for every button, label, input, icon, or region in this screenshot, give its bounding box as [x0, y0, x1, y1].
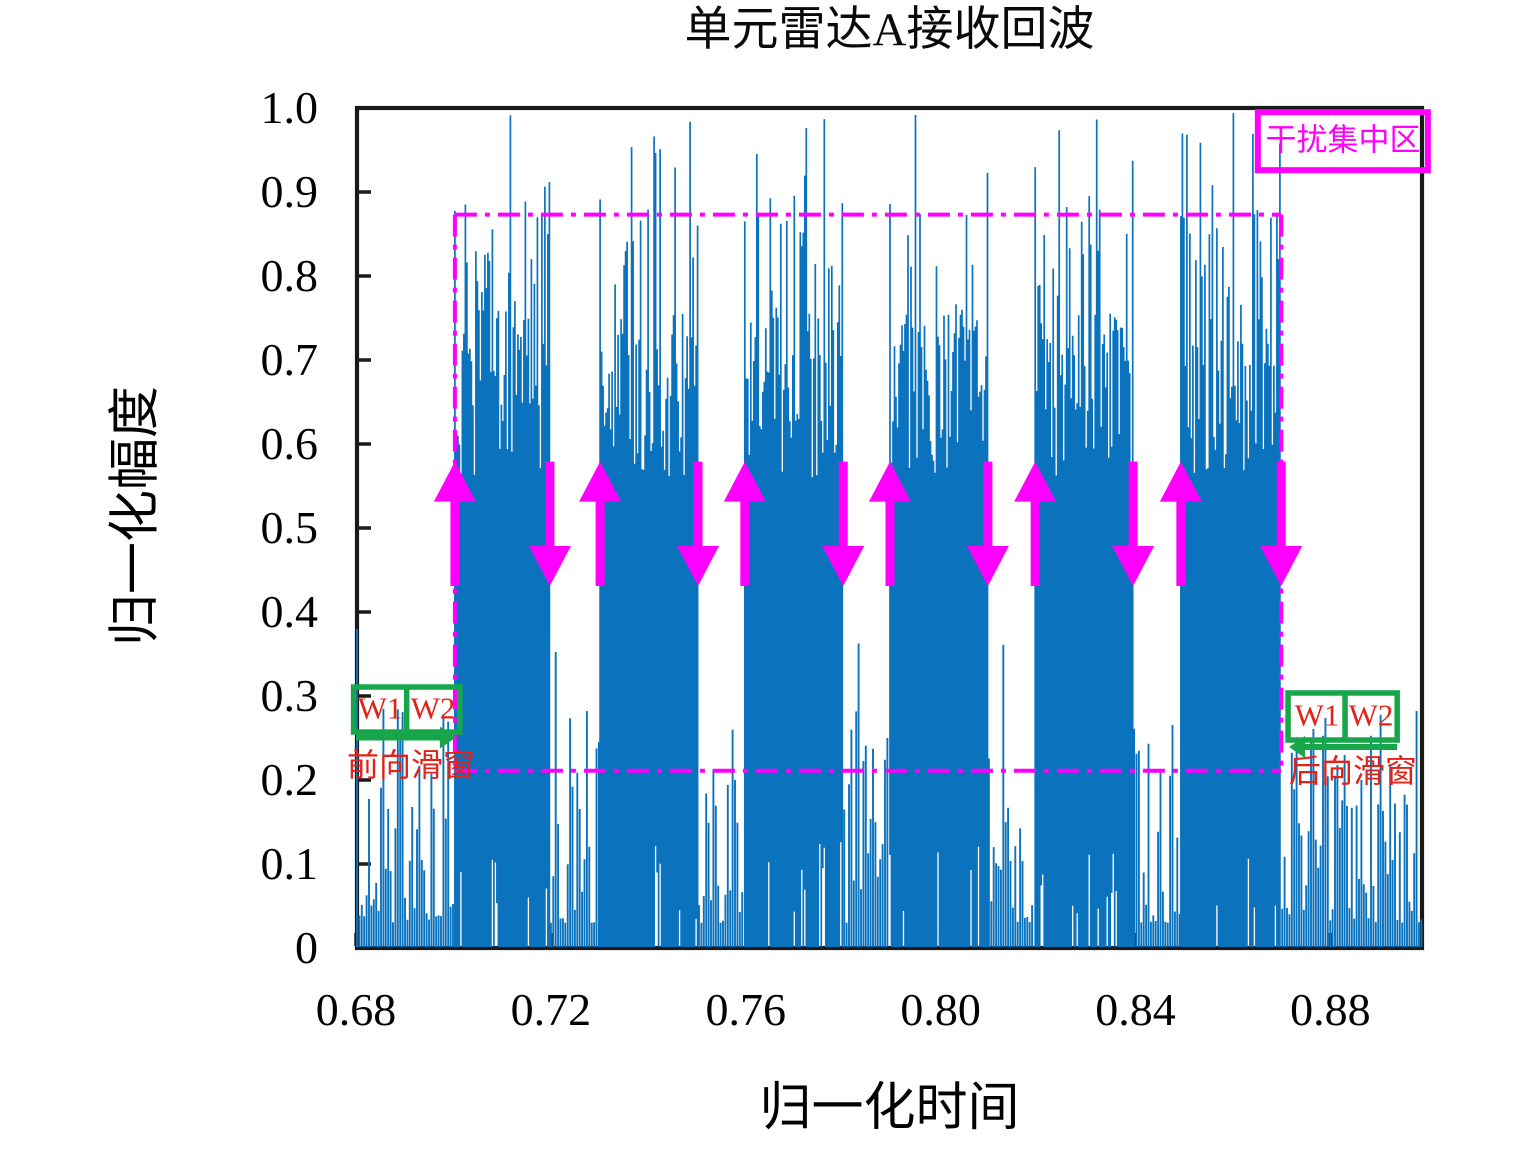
left-arrow-icon: [1289, 735, 1306, 758]
down-arrow-icon: [1112, 545, 1155, 586]
backward-window-w1-label: W1: [1294, 697, 1340, 733]
forward-sliding-window-label: 前向滑窗: [346, 747, 476, 784]
forward-window-w2-label: W2: [410, 690, 456, 726]
y-tick-label: 0.9: [260, 166, 319, 217]
down-arrow-icon: [1260, 545, 1303, 586]
x-tick-label: 0.84: [1095, 984, 1176, 1035]
y-tick-label: 1.0: [260, 82, 319, 133]
interference-zone-label-box: [1254, 109, 1431, 174]
forward-window-w1-label: W1: [357, 690, 403, 726]
y-tick-label: 0.4: [260, 586, 319, 637]
y-tick-label: 0.5: [260, 502, 319, 553]
y-tick-label: 0.2: [260, 754, 319, 805]
y-tick-label: 0.3: [260, 670, 319, 721]
y-tick-label: 0.6: [260, 418, 319, 469]
x-tick-label: 0.68: [315, 984, 397, 1035]
up-arrow-icon: [723, 461, 766, 502]
down-arrow-icon: [822, 545, 865, 586]
up-arrow-icon: [868, 461, 911, 502]
backward-window-w2-label: W2: [1348, 697, 1394, 733]
x-tick-label: 0.88: [1290, 984, 1371, 1035]
up-arrow-icon: [1159, 461, 1202, 502]
x-tick-label: 0.80: [900, 984, 981, 1035]
x-axis-label: 归一化时间: [759, 1080, 1020, 1137]
down-arrow-icon: [528, 545, 571, 586]
y-tick-label: 0: [295, 922, 318, 973]
x-tick-label: 0.72: [510, 984, 592, 1035]
interference-zone-label: 干扰集中区: [1265, 122, 1421, 158]
y-tick-label: 0.1: [260, 838, 319, 889]
up-arrow-icon: [579, 461, 622, 502]
signal-trace-bursts: [454, 113, 1281, 947]
plot-border: [354, 105, 1425, 951]
signal-trace-noise: [356, 628, 1423, 947]
down-arrow-icon: [966, 545, 1009, 586]
x-tick-label: 0.76: [705, 984, 787, 1035]
up-arrow-icon: [433, 461, 476, 502]
up-arrow-icon: [1014, 461, 1057, 502]
chart-title: 单元雷达A接收回波: [684, 4, 1095, 56]
down-arrow-icon: [677, 545, 720, 586]
y-tick-label: 0.7: [260, 334, 319, 385]
y-tick-label: 0.8: [260, 250, 319, 301]
backward-sliding-window-label: 后向滑窗: [1288, 753, 1418, 790]
right-arrow-icon: [439, 726, 456, 749]
